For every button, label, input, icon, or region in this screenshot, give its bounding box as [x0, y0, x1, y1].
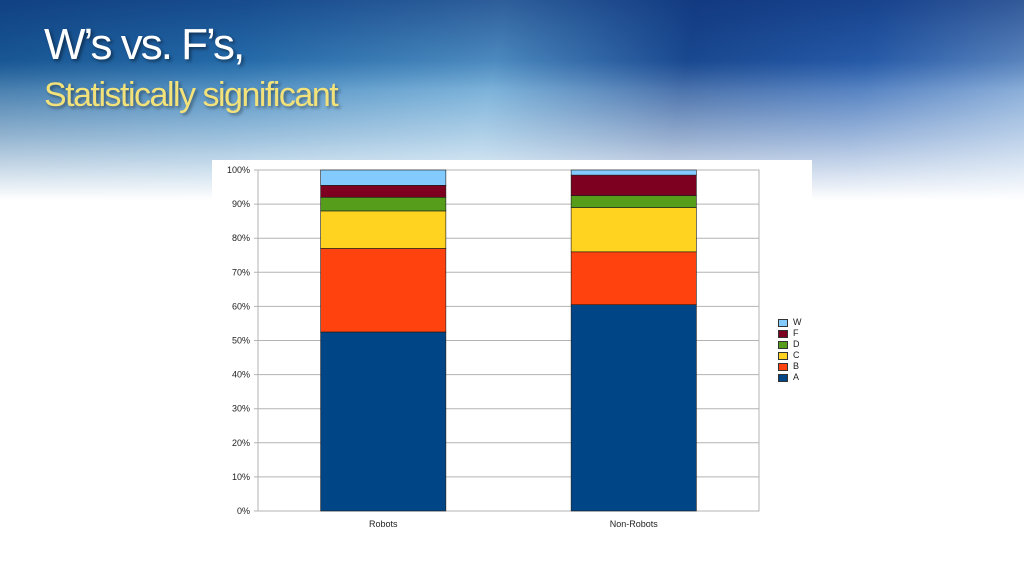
- y-tick-label: 40%: [232, 370, 250, 380]
- legend-label: C: [793, 350, 800, 360]
- x-category-label: Non-Robots: [610, 519, 659, 529]
- y-tick-label: 0%: [237, 506, 250, 516]
- stacked-bar-chart: 0% 10% 20% 30% 40% 50% 60% 70% 80% 90% 100% Robots N…: [227, 165, 760, 529]
- legend-label: F: [793, 328, 799, 338]
- legend-swatch: [778, 329, 788, 338]
- legend-item: D: [778, 339, 802, 350]
- y-tick-label: 90%: [232, 199, 250, 209]
- slide-title: W’s vs. F’s,: [44, 20, 245, 69]
- legend-swatch: [778, 362, 788, 371]
- x-category-label: Robots: [369, 519, 398, 529]
- bar-segment-a: [570, 304, 697, 512]
- y-tick-label: 60%: [232, 301, 250, 311]
- legend-swatch: [778, 340, 788, 349]
- legend-label: A: [793, 372, 800, 382]
- legend-item: F: [778, 328, 802, 339]
- y-tick-label: 80%: [232, 233, 250, 243]
- legend-label: D: [793, 339, 800, 349]
- legend-swatch: [778, 373, 788, 382]
- bar-segment-f: [570, 174, 697, 196]
- y-tick-label: 30%: [232, 404, 250, 414]
- bar-segment-a: [320, 331, 447, 512]
- bar-segment-d: [570, 195, 697, 208]
- legend-item: B: [778, 361, 802, 372]
- legend-swatch: [778, 351, 788, 360]
- bar-segment-c: [320, 210, 447, 249]
- bar-segment-b: [570, 251, 697, 305]
- y-tick-label: 50%: [232, 336, 250, 346]
- legend-label: B: [793, 361, 800, 371]
- legend-item: W: [778, 317, 802, 328]
- legend-swatch: [778, 318, 788, 327]
- bar-segment-b: [320, 248, 447, 333]
- bar-segment-w: [320, 169, 447, 186]
- legend-item: A: [778, 372, 802, 383]
- legend-label: W: [793, 317, 802, 327]
- y-tick-label: 10%: [232, 472, 250, 482]
- y-tick-label: 20%: [232, 438, 250, 448]
- y-tick-label: 100%: [227, 165, 250, 175]
- bar-segment-w: [570, 169, 697, 176]
- slide-subtitle: Statistically significant: [44, 76, 339, 114]
- bar-segment-f: [320, 185, 447, 198]
- plot-area-frame: [257, 169, 760, 512]
- legend-item: C: [778, 350, 802, 361]
- y-tick-label: 70%: [232, 267, 250, 277]
- bar-segment-c: [570, 207, 697, 253]
- chart-panel: 0% 10% 20% 30% 40% 50% 60% 70% 80% 90% 100% Robots N…: [212, 160, 812, 540]
- bar-segment-d: [320, 196, 447, 212]
